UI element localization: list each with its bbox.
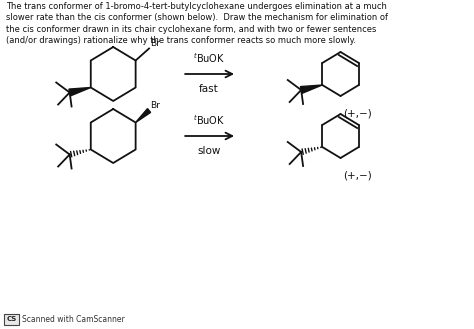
Text: The trans conformer of 1-bromo-4-tert-butylcyclohexane undergoes elimination at : The trans conformer of 1-bromo-4-tert-bu… bbox=[6, 2, 388, 45]
Text: $^t$BuOK: $^t$BuOK bbox=[193, 113, 225, 127]
Text: Br: Br bbox=[150, 100, 160, 110]
Text: fast: fast bbox=[199, 84, 219, 94]
Polygon shape bbox=[136, 109, 151, 122]
Polygon shape bbox=[69, 88, 91, 96]
Text: (+,−): (+,−) bbox=[344, 171, 372, 181]
Text: slow: slow bbox=[198, 146, 221, 156]
FancyBboxPatch shape bbox=[4, 314, 18, 324]
Text: $^t$BuOK: $^t$BuOK bbox=[193, 51, 225, 65]
Polygon shape bbox=[301, 85, 322, 93]
Text: Br: Br bbox=[150, 38, 160, 47]
Text: (+,−): (+,−) bbox=[344, 109, 372, 119]
Text: Scanned with CamScanner: Scanned with CamScanner bbox=[22, 315, 125, 323]
Text: CS: CS bbox=[6, 316, 17, 322]
